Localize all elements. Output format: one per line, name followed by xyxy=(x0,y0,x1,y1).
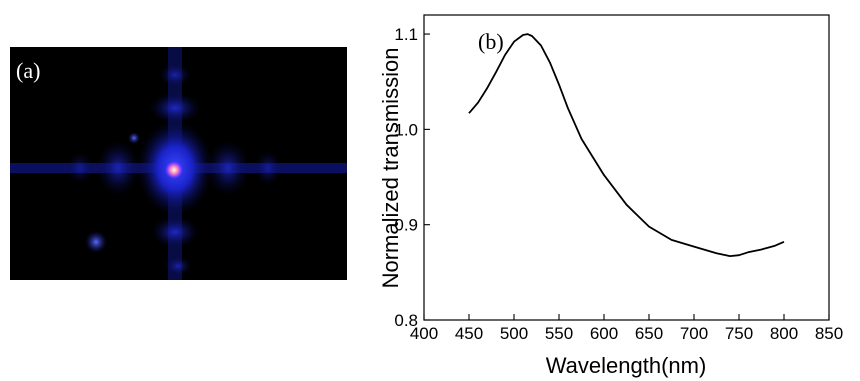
x-tick-label-850: 850 xyxy=(815,324,843,343)
x-axis-label: Wavelength(nm) xyxy=(546,353,707,378)
x-tick-label-600: 600 xyxy=(590,324,618,343)
x-tick-label-800: 800 xyxy=(770,324,798,343)
x-tick-label-400: 400 xyxy=(410,324,438,343)
x-axis-tick-labels: 400 450 500 550 600 650 700 750 800 850 xyxy=(410,324,843,343)
lobe-left-far xyxy=(66,152,94,184)
central-hot-spot xyxy=(165,161,183,179)
x-tick-label-500: 500 xyxy=(500,324,528,343)
y-axis-label: Normalized transmission xyxy=(378,48,403,289)
x-tick-label-650: 650 xyxy=(635,324,663,343)
x-tick-label-750: 750 xyxy=(725,324,753,343)
x-tick-label-700: 700 xyxy=(680,324,708,343)
lobe-bottom-far xyxy=(164,256,192,276)
panel-a: (a) xyxy=(10,47,347,280)
panel-b: (b) 400 450 500 550 600 650 700 750 800 850 0.80.… xyxy=(378,14,843,378)
x-axis-ticks xyxy=(423,314,830,320)
panel-a-label: (a) xyxy=(16,58,40,83)
y-tick-label-0.8: 0.8 xyxy=(394,311,418,330)
x-tick-label-450: 450 xyxy=(455,324,483,343)
transmission-curve xyxy=(468,33,785,257)
lobe-right-far xyxy=(254,150,282,186)
lobe-right xyxy=(206,140,250,196)
panel-b-label: (b) xyxy=(478,29,504,54)
y-tick-label-1.0: 1.0 xyxy=(394,120,418,139)
lobe-bottom xyxy=(151,216,199,248)
y-tick-label-1.1: 1.1 xyxy=(394,25,418,44)
y-axis-tick-labels: 0.8 0.9 1.0 1.1 xyxy=(394,25,418,330)
lobe-top xyxy=(149,92,201,124)
lobe-left xyxy=(96,140,140,196)
y-axis-ticks xyxy=(424,33,430,321)
side-spot-lower xyxy=(85,231,107,253)
y-tick-label-0.9: 0.9 xyxy=(394,216,418,235)
lobe-top-far xyxy=(159,63,191,87)
diffraction-pattern xyxy=(10,47,347,280)
side-spot-upper xyxy=(128,132,140,144)
plot-frame xyxy=(423,14,830,321)
x-tick-label-550: 550 xyxy=(545,324,573,343)
